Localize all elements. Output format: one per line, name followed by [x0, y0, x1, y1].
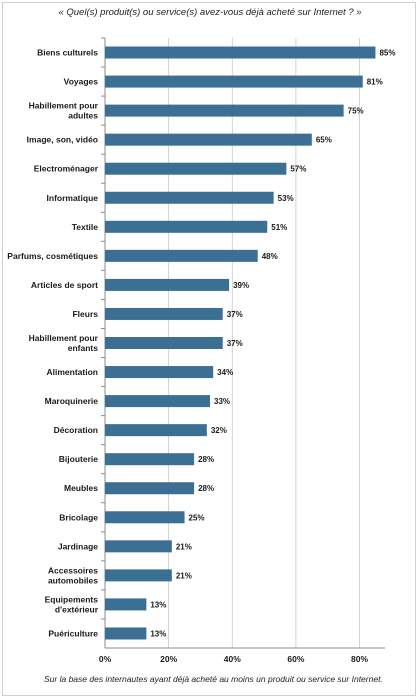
value-label: 13% — [150, 629, 166, 638]
category-label: Accessoires — [48, 565, 98, 575]
category-label: Image, son, vidéo — [27, 135, 98, 145]
category-label: Biens culturels — [37, 48, 98, 58]
category-label: Parfums, cosmétiques — [7, 251, 98, 261]
x-tick-label: 20% — [160, 654, 177, 664]
value-label: 81% — [367, 78, 383, 87]
bar — [105, 75, 363, 88]
value-label: 57% — [290, 165, 306, 174]
category-label: Bricolage — [59, 512, 98, 522]
value-label: 51% — [271, 223, 287, 232]
chart-frame — [2, 2, 416, 696]
bar — [105, 453, 195, 466]
bar — [105, 424, 207, 437]
value-label: 37% — [227, 339, 243, 348]
category-label: Décoration — [54, 425, 98, 435]
value-label: 37% — [227, 310, 243, 319]
bar — [105, 482, 195, 495]
bar — [105, 220, 268, 233]
bar — [105, 104, 344, 117]
bar — [105, 395, 210, 408]
value-label: 28% — [198, 484, 214, 493]
category-label: Habillement pour — [29, 101, 99, 111]
category-label: enfants — [68, 343, 99, 353]
bar — [105, 191, 274, 204]
bar — [105, 511, 185, 524]
value-label: 39% — [233, 281, 249, 290]
bar — [105, 133, 312, 146]
value-label: 21% — [176, 542, 192, 551]
value-label: 25% — [189, 513, 205, 522]
category-label: Informatique — [47, 193, 99, 203]
category-label: Voyages — [64, 77, 99, 87]
category-label: Jardinage — [58, 541, 98, 551]
x-tick-label: 80% — [351, 654, 368, 664]
bar — [105, 598, 147, 611]
category-label: d'extérieur — [55, 604, 99, 614]
x-tick-label: 0% — [99, 654, 112, 664]
category-label: adultes — [68, 111, 98, 121]
category-label: Puériculture — [48, 628, 98, 638]
category-label: Habillement pour — [29, 333, 99, 343]
bar — [105, 162, 287, 175]
bar — [105, 569, 172, 582]
value-label: 53% — [278, 194, 294, 203]
bar — [105, 627, 147, 640]
category-label: Fleurs — [72, 309, 98, 319]
chart-title: « Quel(s) produit(s) ou service(s) avez-… — [58, 7, 362, 18]
value-label: 48% — [262, 252, 278, 261]
value-label: 33% — [214, 397, 230, 406]
bar — [105, 540, 172, 553]
value-label: 21% — [176, 571, 192, 580]
x-tick-label: 40% — [224, 654, 241, 664]
category-label: Meubles — [64, 483, 98, 493]
value-label: 32% — [211, 426, 227, 435]
category-label: Textile — [72, 222, 99, 232]
value-label: 13% — [150, 600, 166, 609]
bar — [105, 337, 223, 349]
bar — [105, 307, 223, 320]
bar — [105, 366, 214, 379]
value-label: 34% — [217, 368, 233, 377]
category-label: Articles de sport — [31, 280, 98, 290]
value-label: 28% — [198, 455, 214, 464]
value-label: 85% — [379, 49, 395, 58]
bar — [105, 46, 376, 59]
category-label: Maroquinerie — [45, 396, 99, 406]
value-label: 75% — [348, 107, 364, 116]
category-label: Bijouterie — [59, 454, 98, 464]
category-label: Equipements — [45, 594, 99, 604]
x-tick-label: 60% — [287, 654, 304, 664]
category-label: automobiles — [48, 575, 98, 585]
category-label: Alimentation — [47, 367, 98, 377]
value-label: 65% — [316, 136, 332, 145]
footnote: Sur la base des internautes ayant déjà a… — [44, 674, 383, 684]
category-label: Electroménager — [34, 164, 99, 174]
bar — [105, 249, 258, 262]
bar — [105, 278, 230, 291]
